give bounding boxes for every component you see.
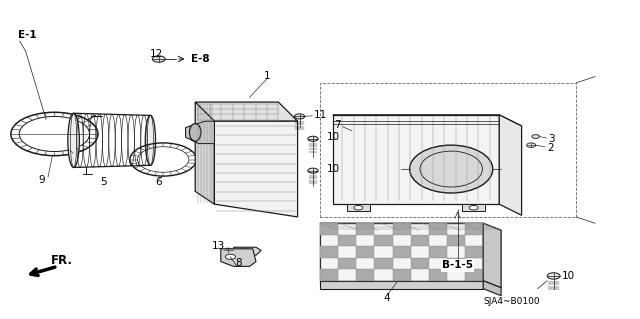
Text: FR.: FR. <box>51 254 73 267</box>
Text: 4: 4 <box>384 293 390 303</box>
Text: 6: 6 <box>156 177 162 187</box>
Polygon shape <box>483 223 501 288</box>
Text: 10: 10 <box>326 164 340 174</box>
Text: E-1: E-1 <box>18 30 36 40</box>
Polygon shape <box>320 281 483 289</box>
Bar <box>462 204 485 211</box>
Polygon shape <box>195 102 214 204</box>
Bar <box>447 235 465 246</box>
Polygon shape <box>320 223 483 281</box>
Bar <box>320 223 338 235</box>
Polygon shape <box>333 115 499 204</box>
Bar <box>411 258 429 269</box>
Bar <box>347 204 370 211</box>
Text: 9: 9 <box>38 175 45 185</box>
Bar <box>338 235 356 246</box>
Polygon shape <box>333 115 522 126</box>
Ellipse shape <box>68 113 79 167</box>
Circle shape <box>308 168 318 173</box>
Circle shape <box>532 135 540 138</box>
Text: 7: 7 <box>335 120 341 130</box>
Bar <box>429 223 447 235</box>
Bar <box>465 246 483 258</box>
Bar <box>465 269 483 281</box>
Text: E-8: E-8 <box>191 54 209 64</box>
Bar <box>411 235 429 246</box>
Circle shape <box>294 114 305 119</box>
Circle shape <box>469 205 478 210</box>
Polygon shape <box>214 121 298 217</box>
Text: B-1-5: B-1-5 <box>442 260 473 271</box>
Bar <box>320 246 338 258</box>
Polygon shape <box>320 223 501 230</box>
Polygon shape <box>186 121 214 144</box>
Text: 2: 2 <box>547 143 554 153</box>
Circle shape <box>225 254 236 259</box>
Bar <box>356 269 374 281</box>
Polygon shape <box>195 102 298 121</box>
Bar <box>429 269 447 281</box>
Text: 10: 10 <box>326 131 340 142</box>
Bar <box>338 258 356 269</box>
Circle shape <box>224 248 233 253</box>
Bar <box>392 223 411 235</box>
Circle shape <box>308 136 318 141</box>
Text: 11: 11 <box>314 110 327 120</box>
Text: 8: 8 <box>235 258 241 268</box>
Polygon shape <box>221 249 256 266</box>
Text: 3: 3 <box>548 134 555 144</box>
Polygon shape <box>483 281 501 296</box>
Bar <box>447 258 465 269</box>
Bar <box>374 235 392 246</box>
Text: 5: 5 <box>100 177 107 187</box>
Circle shape <box>354 205 363 210</box>
Circle shape <box>152 56 165 62</box>
Circle shape <box>239 249 248 253</box>
Text: 13: 13 <box>212 241 225 251</box>
Text: 10: 10 <box>562 271 575 281</box>
Bar <box>465 223 483 235</box>
Bar <box>356 246 374 258</box>
Bar <box>374 258 392 269</box>
Circle shape <box>547 273 560 279</box>
Text: SJA4~B0100: SJA4~B0100 <box>484 297 540 306</box>
Bar <box>320 83 576 217</box>
Polygon shape <box>499 115 522 215</box>
Ellipse shape <box>189 124 201 141</box>
Bar <box>429 246 447 258</box>
Ellipse shape <box>410 145 493 193</box>
Bar <box>356 223 374 235</box>
Text: 12: 12 <box>150 49 163 59</box>
Circle shape <box>527 143 536 147</box>
Ellipse shape <box>145 115 156 166</box>
Bar <box>392 269 411 281</box>
Bar <box>392 246 411 258</box>
Polygon shape <box>234 247 261 255</box>
Bar <box>320 269 338 281</box>
Text: 1: 1 <box>264 71 271 81</box>
